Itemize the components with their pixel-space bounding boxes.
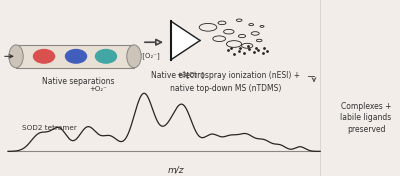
Ellipse shape [127,45,141,68]
Ellipse shape [9,45,23,68]
Ellipse shape [95,49,117,64]
Text: +O₂⁻: +O₂⁻ [89,86,107,92]
Text: Native electrospray ionization (nESI) +
native top-down MS (nTDMS): Native electrospray ionization (nESI) + … [152,71,300,93]
Text: Complexes +
labile ligands
preserved: Complexes + labile ligands preserved [340,102,392,134]
Text: +3[O₂⁻]: +3[O₂⁻] [176,72,204,78]
FancyBboxPatch shape [16,45,134,68]
Polygon shape [171,21,200,60]
Text: +2[O₂⁻]: +2[O₂⁻] [132,52,160,59]
Ellipse shape [65,49,87,64]
Ellipse shape [33,49,55,64]
Text: m/z: m/z [168,165,184,174]
Text: Native separations: Native separations [42,77,114,86]
Text: SOD2 tetramer: SOD2 tetramer [22,125,77,131]
